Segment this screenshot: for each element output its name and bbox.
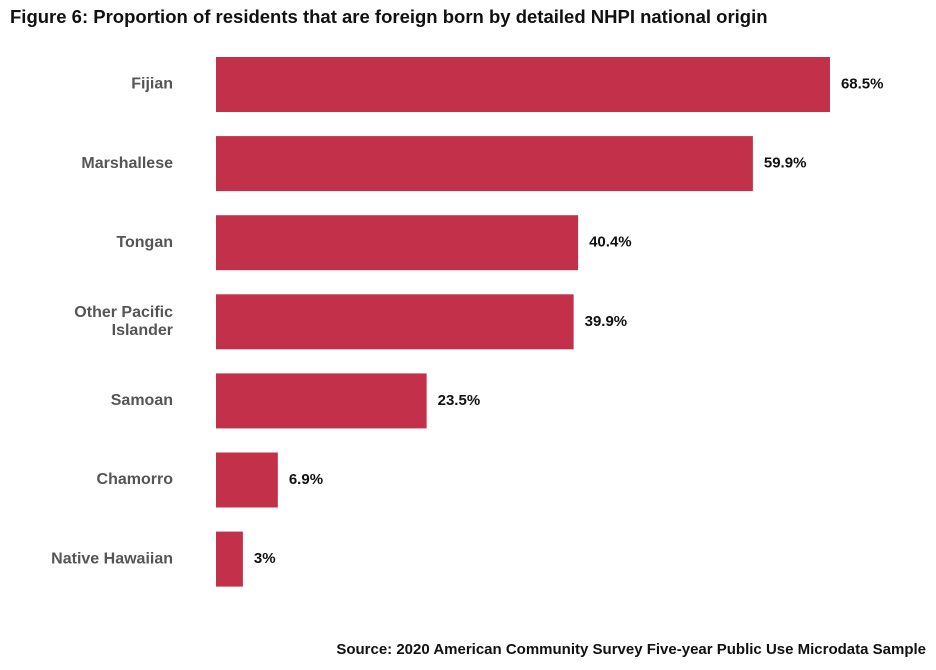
data-label: 40.4% bbox=[589, 234, 632, 251]
bar-fijian bbox=[216, 57, 830, 112]
data-label: 68.5% bbox=[841, 75, 884, 92]
bar-other-pacific-islander bbox=[216, 294, 574, 350]
data-label: 59.9% bbox=[764, 155, 807, 172]
data-label: 6.9% bbox=[289, 471, 323, 488]
data-label: 23.5% bbox=[438, 392, 481, 409]
bar-chamorro bbox=[216, 452, 278, 508]
category-label: Fijian bbox=[131, 76, 173, 93]
source-note: Source: 2020 American Community Survey F… bbox=[336, 641, 926, 658]
category-label: Chamorro bbox=[97, 471, 174, 488]
bar-samoan bbox=[216, 373, 427, 429]
category-label: Samoan bbox=[111, 392, 173, 409]
bar-chart: Fijian 68.5% Marshallese 59.9% Tongan 40.4% Ot… bbox=[51, 57, 884, 587]
category-label: Tongan bbox=[116, 234, 173, 251]
category-label: Native Hawaiian bbox=[51, 550, 173, 567]
bar-native-hawaiian bbox=[216, 531, 243, 587]
bar-marshallese bbox=[216, 136, 753, 192]
chart-title: Figure 6: Proportion of residents that a… bbox=[10, 6, 768, 27]
category-label: Marshallese bbox=[81, 155, 173, 172]
category-label: Other Pacific Islander bbox=[74, 304, 173, 339]
data-label: 3% bbox=[254, 550, 276, 567]
bars-group: Fijian 68.5% Marshallese 59.9% Tongan 40.4% Ot… bbox=[51, 57, 884, 587]
bar-tongan bbox=[216, 215, 579, 271]
data-label: 39.9% bbox=[585, 313, 628, 330]
